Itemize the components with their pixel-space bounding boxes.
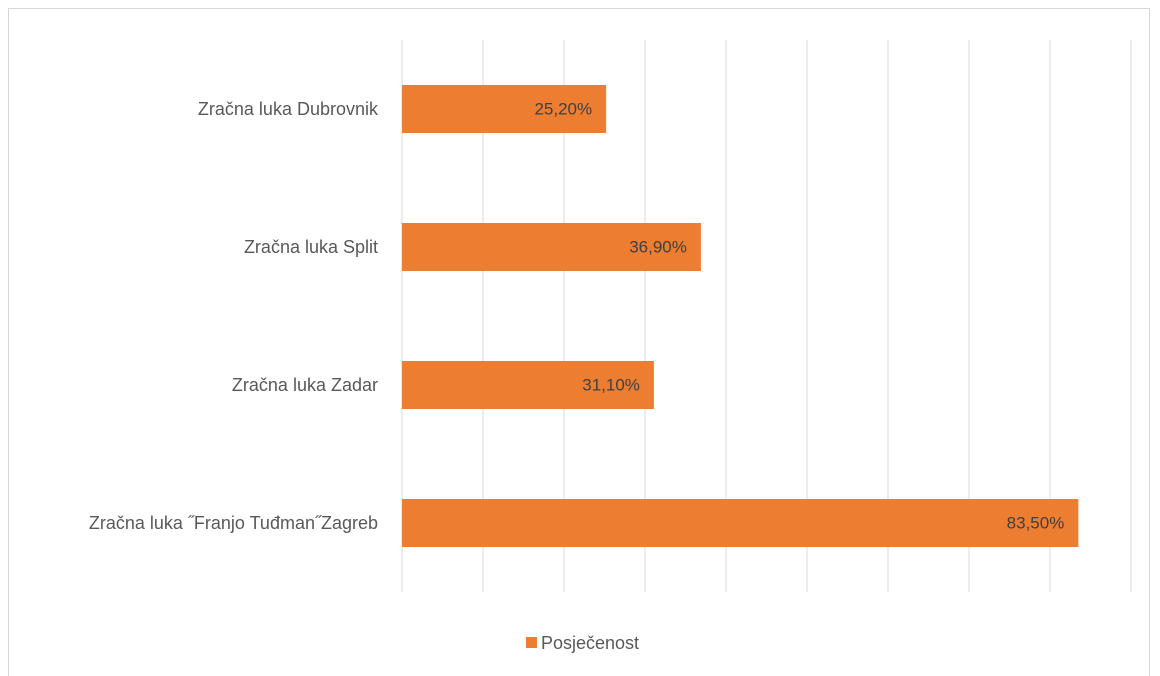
y-tick-label: Zračna luka Zadar <box>232 375 378 395</box>
bar <box>402 223 701 271</box>
bar <box>402 499 1079 547</box>
data-label: 31,10% <box>582 375 640 394</box>
legend-swatch <box>526 637 537 648</box>
y-tick-label: Zračna luka ˝Franjo Tuđman˝Zagreb <box>89 513 378 533</box>
legend-label: Posječenost <box>541 633 639 653</box>
y-tick-label: Zračna luka Split <box>244 237 378 257</box>
bar <box>402 85 607 133</box>
y-tick-label: Zračna luka Dubrovnik <box>198 99 379 119</box>
data-label: 36,90% <box>629 237 687 256</box>
data-label: 25,20% <box>534 99 592 118</box>
data-label: 83,50% <box>1007 513 1065 532</box>
bar <box>402 361 654 409</box>
